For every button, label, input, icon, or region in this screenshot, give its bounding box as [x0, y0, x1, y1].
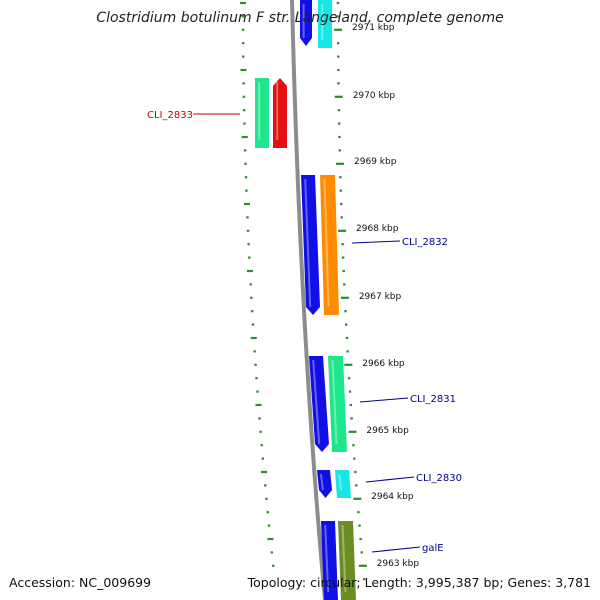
scale-label: 2968 kbp	[356, 224, 399, 234]
outer-tick-ring	[334, 1, 367, 581]
cds-feature-blue	[321, 521, 338, 600]
cds-feature-blue	[309, 356, 329, 452]
scale-label: 2966 kbp	[362, 359, 405, 369]
cds-feature-cyan	[335, 470, 351, 498]
gene-label-cli-2830: CLI_2830	[365, 473, 462, 484]
cds-feature-olive	[338, 521, 356, 600]
scale-label: 2965 kbp	[366, 426, 409, 436]
cds-feature-blue	[301, 175, 320, 315]
genome-stats-label: Topology: circular; Length: 3,995,387 bp…	[247, 575, 591, 590]
gene-label-text: CLI_2831	[410, 394, 456, 405]
cds-feature-cyan	[318, 0, 332, 48]
scale-label: 2967 kbp	[359, 292, 402, 302]
scale-label: 2969 kbp	[354, 157, 397, 167]
gene-label-text: CLI_2832	[402, 237, 448, 248]
gene-leader-line	[371, 546, 421, 553]
scale-label: 2964 kbp	[371, 492, 414, 502]
gene-label-cli-2833: CLI_2833	[147, 110, 240, 121]
gene-label-cli-2832: CLI_2832	[351, 237, 448, 248]
gene-label-text: CLI_2833	[147, 110, 193, 121]
cds-feature-green	[328, 356, 347, 452]
gene-label-text: CLI_2830	[416, 473, 462, 484]
scale-label: 2970 kbp	[353, 91, 396, 101]
gene-leader-line	[365, 476, 415, 483]
inner-tick-ring	[240, 1, 275, 567]
gene-label-cli-2831: CLI_2831	[359, 394, 456, 405]
gene-leader-line	[359, 397, 409, 403]
scale-label: 2963 kbp	[377, 559, 420, 569]
gene-leader-line	[351, 240, 401, 244]
map-title: Clostridium botulinum F str. Langeland, …	[96, 10, 504, 26]
scale-label: 2971 kbp	[352, 23, 395, 33]
cds-feature-blue	[300, 0, 312, 46]
gene-label-gale: galE	[371, 543, 444, 554]
genome-backbone	[290, 0, 327, 600]
cds-feature-green	[255, 78, 269, 148]
cds-feature-orange	[320, 175, 339, 315]
cds-feature-blue	[317, 470, 332, 498]
accession-label: Accession: NC_009699	[9, 575, 152, 590]
gene-label-text: galE	[422, 543, 444, 554]
cds-feature-red	[273, 78, 287, 148]
